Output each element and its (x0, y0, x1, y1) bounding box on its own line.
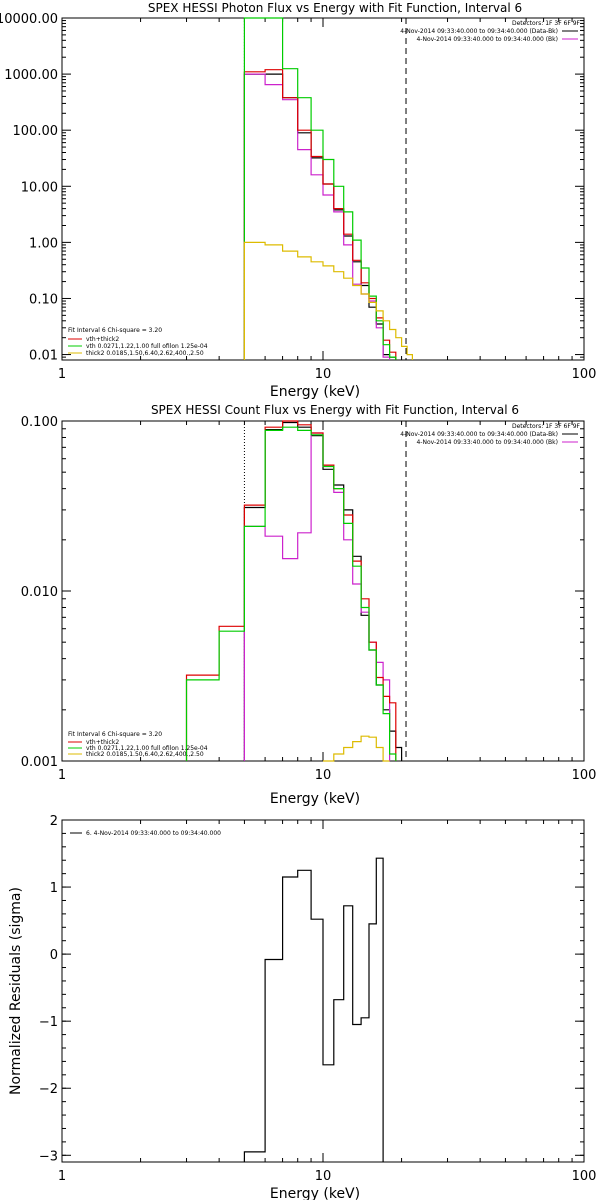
count-flux-title: SPEX HESSI Count Flux vs Energy with Fit… (151, 403, 519, 417)
residuals-y-tick-label: −1 (39, 1015, 58, 1030)
photon-flux-y-tick-label: 100.00 (13, 124, 59, 139)
residuals-legend: 6. 4-Nov-2014 09:33:40.000 to 09:34:40.0… (86, 830, 221, 837)
count-flux-legend-1: vth 0.0271,1.22,1.00 full ofilon 1.25e-0… (86, 745, 208, 752)
photon-flux-x-tick-label-10: 10 (315, 367, 332, 382)
residuals-series (243, 857, 384, 1162)
photon-flux-info-2: 4-Nov-2014 09:33:40.000 to 09:34:40.000 … (400, 28, 558, 35)
photon-flux-legend-2: thick2 0.0185,1.50,6.40,2.62,400.,2.50 (86, 350, 204, 357)
photon-flux-series-0 (243, 73, 397, 360)
count-flux-series-4 (323, 735, 390, 762)
photon-flux-series-3 (243, 17, 397, 360)
residuals-x-tick-label-10: 10 (315, 1169, 332, 1184)
photon-flux-legend-0: vth+thick2 (86, 336, 119, 343)
photon-flux-title: SPEX HESSI Photon Flux vs Energy with Fi… (148, 1, 522, 15)
count-flux-series-0 (243, 421, 403, 761)
count-flux-y-tick-label: 0.100 (21, 415, 58, 430)
count-flux-panel: SPEX HESSI Count Flux vs Energy with Fit… (21, 403, 597, 807)
count-flux-ticks: 1 10 100 0.001 0.010 0.100 (21, 415, 597, 783)
photon-flux-y-tick-label: 10.00 (21, 180, 58, 195)
residuals-x-tick-label-100: 100 (572, 1169, 597, 1184)
count-flux-info-2: 4-Nov-2014 09:33:40.000 to 09:34:40.000 … (400, 431, 558, 438)
count-flux-y-tick-label: 0.010 (21, 585, 58, 600)
residuals-series-0 (243, 857, 384, 1162)
residuals-y-tick-label: −2 (39, 1082, 58, 1097)
count-flux-x-tick-label-10: 10 (315, 768, 332, 783)
count-flux-info-3: 4-Nov-2014 09:33:40.000 to 09:34:40.000 … (416, 439, 558, 446)
residuals-y-tick-label: 0 (50, 948, 58, 963)
count-flux-info-1: Detectors: 1F 3F 6F 9F (512, 423, 581, 430)
photon-flux-series-2 (243, 69, 397, 360)
photon-flux-x-tick-label-100: 100 (572, 367, 597, 382)
count-flux-series-2 (185, 420, 397, 761)
count-flux-x-tick-label-1: 1 (58, 768, 66, 783)
count-flux-plot-area (61, 420, 585, 762)
count-flux-fit-text: Fit Interval 6 Chi-square = 3.20 (68, 731, 162, 738)
residuals-y-tick-label: 1 (50, 881, 58, 896)
count-flux-x-tick-label-100: 100 (572, 768, 597, 783)
residuals-y-tick-label: 2 (50, 814, 58, 829)
photon-flux-y-tick-label: 1000.00 (4, 68, 58, 83)
photon-flux-y-tick-label: 0.01 (29, 349, 58, 364)
count-flux-series (185, 420, 407, 762)
photon-flux-fit-text: Fit Interval 6 Chi-square = 3.20 (68, 327, 162, 334)
photon-flux-y-tick-label: 10000.00 (0, 12, 58, 27)
count-flux-legend-2: thick2 0.0185,1.50,6.40,2.62,400.,2.50 (86, 751, 204, 758)
photon-flux-legend-1: vth 0.0271,1.22,1.00 full ofilon 1.25e-0… (86, 343, 208, 350)
residuals-xlabel: Energy (keV) (270, 1186, 360, 1200)
photon-flux-x-tick-label-1: 1 (58, 367, 66, 382)
photon-flux-series-4 (243, 241, 413, 360)
photon-flux-y-tick-label: 1.00 (29, 236, 58, 251)
residuals-x-tick-label-1: 1 (58, 1169, 66, 1184)
count-flux-series-3 (185, 426, 397, 761)
count-flux-y-tick-label: 0.001 (21, 755, 58, 770)
count-flux-xlabel: Energy (keV) (270, 791, 360, 807)
photon-flux-panel: SPEX HESSI Photon Flux vs Energy with Fi… (0, 1, 596, 400)
residuals-ticks: 1 10 100 −3 −2 −1 0 1 2 (39, 814, 597, 1184)
photon-flux-info-1: Detectors: 1F 3F 6F 9F (512, 20, 581, 27)
residuals-ylabel: Normalized Residuals (sigma) (8, 887, 24, 1095)
photon-flux-xlabel: Energy (keV) (270, 384, 360, 400)
photon-flux-y-tick-label: 0.10 (29, 292, 58, 307)
count-flux-series-1 (243, 432, 391, 761)
photon-flux-series-1 (243, 73, 391, 360)
residuals-y-tick-label: −3 (39, 1149, 58, 1164)
count-flux-legend-0: vth+thick2 (86, 739, 119, 746)
photon-flux-series (243, 17, 413, 360)
residuals-panel: 1 10 100 −3 −2 −1 0 1 2 Energy (keV) Normalized … (8, 814, 596, 1200)
photon-flux-info-3: 4-Nov-2014 09:33:40.000 to 09:34:40.000 … (416, 36, 558, 43)
